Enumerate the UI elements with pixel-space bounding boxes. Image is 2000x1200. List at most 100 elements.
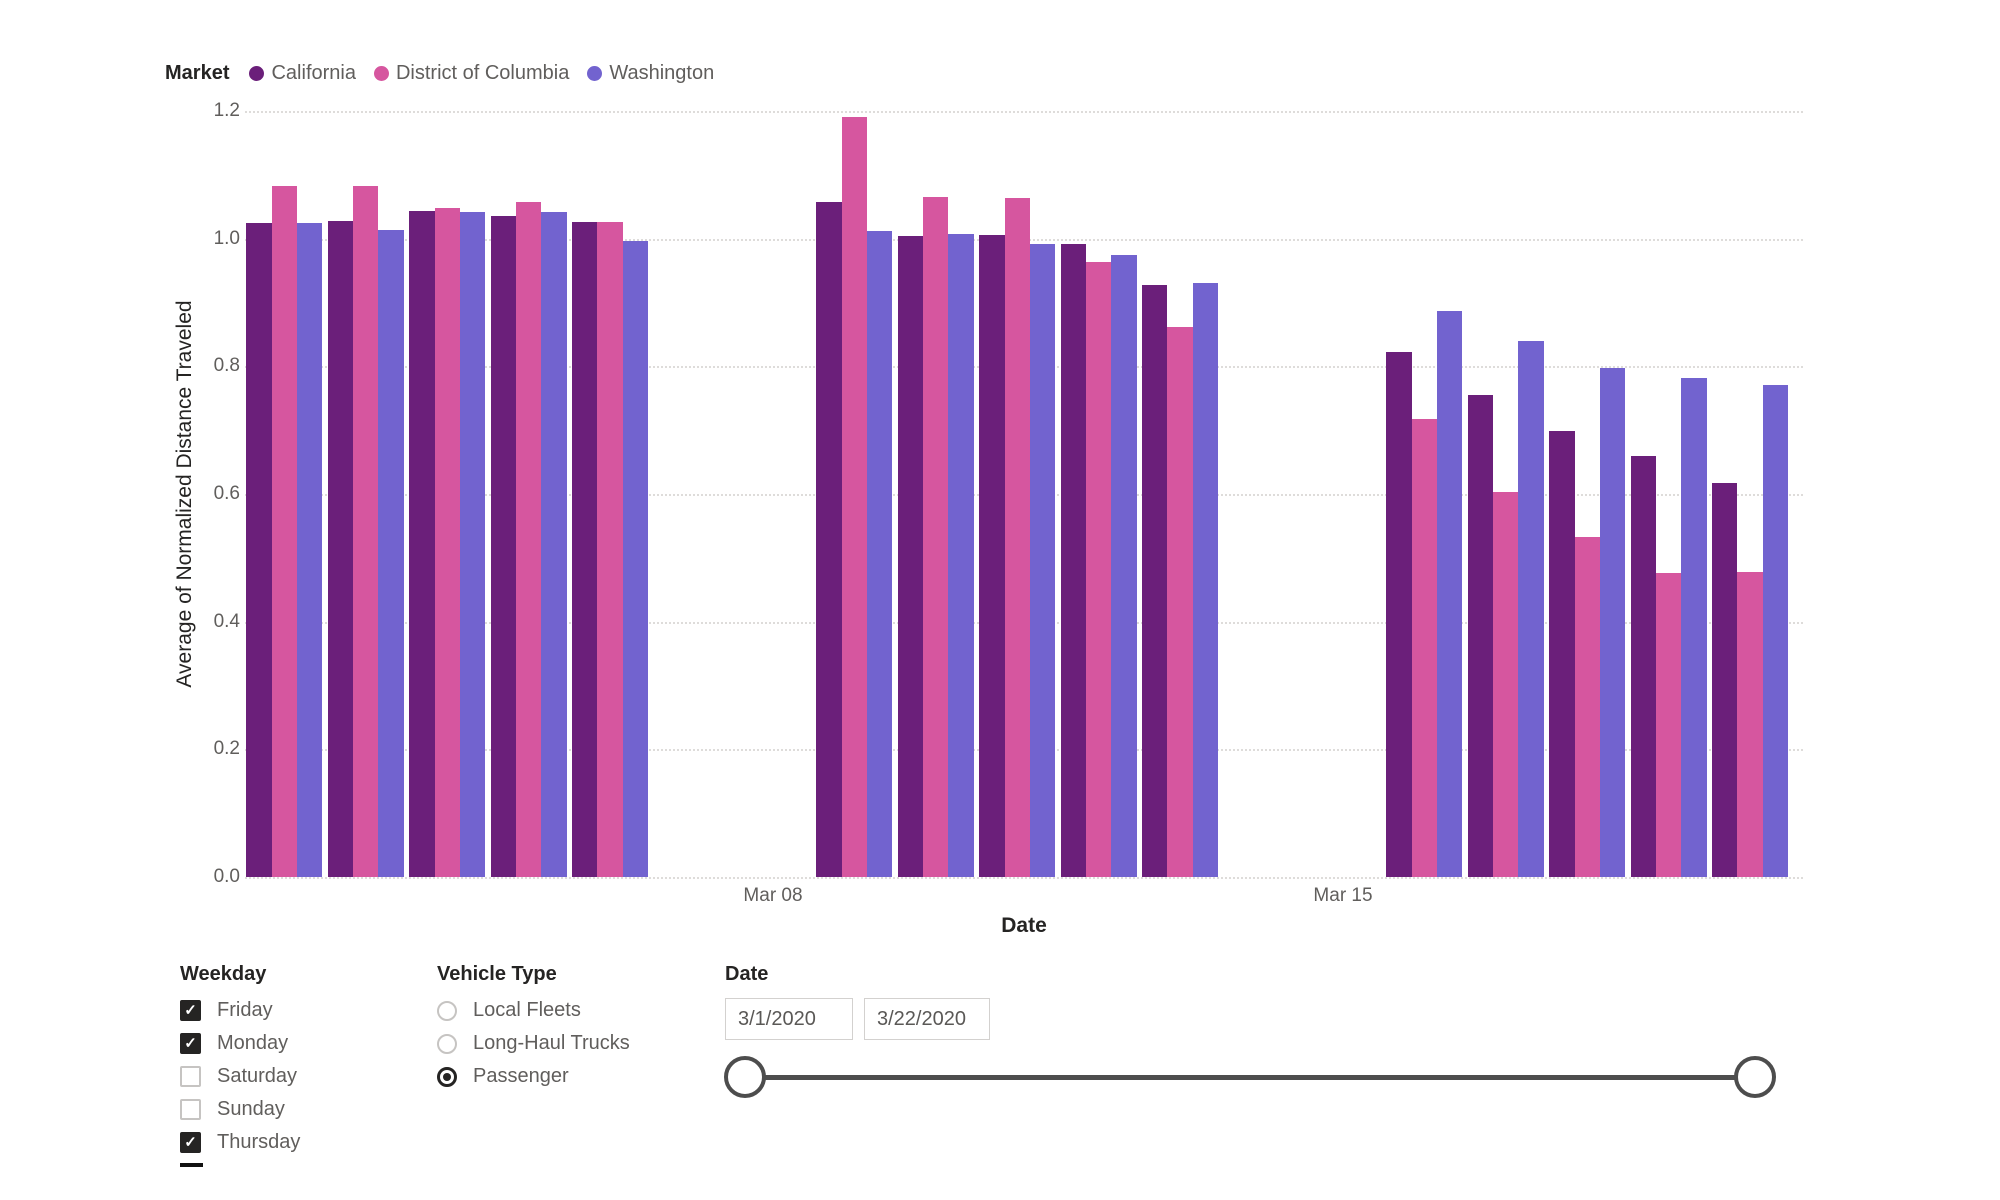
bar-washington-mar-16[interactable] xyxy=(1437,311,1463,877)
date-start-input[interactable] xyxy=(725,998,853,1040)
bar-california-mar-12[interactable] xyxy=(1060,243,1087,877)
weekday-option-thursday[interactable]: Thursday xyxy=(180,1126,300,1159)
gridline-y-0.0 xyxy=(245,877,1803,879)
weekday-option-friday[interactable]: Friday xyxy=(180,994,300,1027)
legend-item-california[interactable]: California xyxy=(249,61,356,85)
slider-handle-start[interactable] xyxy=(724,1056,766,1098)
vehicle-option-label: Passenger xyxy=(473,1065,569,1087)
checkbox-checked-icon[interactable] xyxy=(180,1132,201,1153)
y-tick-label: 1.2 xyxy=(213,100,240,122)
bar-district-of-columbia-mar-17[interactable] xyxy=(1493,492,1519,877)
chart-legend: Market California District of Columbia Was… xyxy=(165,56,714,90)
weekday-option-sunday[interactable]: Sunday xyxy=(180,1093,300,1126)
radio-unselected-icon[interactable] xyxy=(437,1000,457,1021)
vehicle-option-local-fleets[interactable]: Local Fleets xyxy=(437,994,630,1027)
bar-washington-mar-04[interactable] xyxy=(459,211,486,877)
bar-washington-mar-10[interactable] xyxy=(948,234,974,877)
bar-california-mar-06[interactable] xyxy=(572,222,598,877)
bar-district-of-columbia-mar-19[interactable] xyxy=(1656,573,1682,877)
legend-dot-icon xyxy=(587,65,603,81)
bar-district-of-columbia-mar-13[interactable] xyxy=(1167,327,1193,877)
vehicle-option-label: Long-Haul Trucks xyxy=(473,1032,630,1054)
bar-california-mar-05[interactable] xyxy=(490,215,516,877)
bar-district-of-columbia-mar-02[interactable] xyxy=(271,186,298,877)
gridline-y-1.2 xyxy=(245,111,1803,114)
weekday-list-overflow-indicator xyxy=(180,1163,203,1167)
bar-washington-mar-12[interactable] xyxy=(1111,254,1137,877)
slider-track[interactable] xyxy=(745,1075,1755,1080)
y-tick-label: 0.2 xyxy=(213,738,240,760)
checkbox-unchecked-icon[interactable] xyxy=(180,1099,201,1120)
bar-district-of-columbia-mar-10[interactable] xyxy=(923,196,949,877)
date-end-input[interactable] xyxy=(864,998,990,1040)
bar-california-mar-09[interactable] xyxy=(816,201,842,877)
bar-washington-mar-05[interactable] xyxy=(541,211,567,877)
bar-district-of-columbia-mar-12[interactable] xyxy=(1086,261,1112,877)
checkbox-unchecked-icon[interactable] xyxy=(180,1066,201,1087)
bar-california-mar-13[interactable] xyxy=(1142,284,1168,877)
bar-district-of-columbia-mar-09[interactable] xyxy=(841,117,868,877)
bar-district-of-columbia-mar-05[interactable] xyxy=(516,201,542,877)
bar-washington-mar-18[interactable] xyxy=(1599,367,1626,877)
bar-washington-mar-06[interactable] xyxy=(622,241,649,877)
vehicle-type-filter-title: Vehicle Type xyxy=(437,963,557,985)
y-tick-label: 0.0 xyxy=(213,866,240,887)
bar-washington-mar-20[interactable] xyxy=(1762,384,1789,877)
checkbox-checked-icon[interactable] xyxy=(180,1033,201,1054)
weekday-option-label: Saturday xyxy=(217,1065,298,1087)
bar-washington-mar-17[interactable] xyxy=(1518,341,1544,877)
bar-california-mar-02[interactable] xyxy=(246,223,272,877)
y-tick-label: 0.8 xyxy=(213,355,240,377)
vehicle-option-label: Local Fleets xyxy=(473,999,581,1021)
x-tick-label: Mar 15 xyxy=(1313,885,1373,906)
date-inputs xyxy=(725,998,1845,1040)
bar-washington-mar-11[interactable] xyxy=(1029,243,1056,877)
checkbox-checked-icon[interactable] xyxy=(180,1000,201,1021)
bar-district-of-columbia-mar-20[interactable] xyxy=(1737,571,1763,877)
legend-title: Market xyxy=(165,61,230,84)
x-tick-label: Mar 08 xyxy=(743,885,803,906)
bar-district-of-columbia-mar-03[interactable] xyxy=(353,186,379,877)
bar-district-of-columbia-mar-18[interactable] xyxy=(1574,537,1600,877)
weekday-option-saturday[interactable]: Saturday xyxy=(180,1060,300,1093)
vehicle-option-passenger[interactable]: Passenger xyxy=(437,1060,630,1093)
legend-item-label: District of Columbia xyxy=(395,61,570,84)
legend-item-district-of-columbia[interactable]: District of Columbia xyxy=(373,61,570,85)
legend-dot-icon xyxy=(249,65,265,81)
bar-district-of-columbia-mar-04[interactable] xyxy=(434,208,460,877)
bar-california-mar-16[interactable] xyxy=(1386,351,1412,877)
legend-items: California District of Columbia Washington xyxy=(249,62,714,85)
date-filter-title: Date xyxy=(725,963,769,985)
y-tick-label: 1.0 xyxy=(213,227,240,249)
legend-item-label: Washington xyxy=(609,61,715,84)
legend-dot-icon xyxy=(373,65,389,81)
bar-washington-mar-02[interactable] xyxy=(297,223,323,877)
bar-district-of-columbia-mar-11[interactable] xyxy=(1004,197,1030,877)
bar-california-mar-17[interactable] xyxy=(1467,395,1494,877)
legend-item-washington[interactable]: Washington xyxy=(587,62,714,85)
bar-district-of-columbia-mar-06[interactable] xyxy=(597,222,623,877)
bar-california-mar-18[interactable] xyxy=(1549,431,1575,877)
bar-washington-mar-03[interactable] xyxy=(378,229,404,877)
bar-district-of-columbia-mar-16[interactable] xyxy=(1411,418,1438,877)
bar-california-mar-11[interactable] xyxy=(979,234,1005,877)
bar-washington-mar-09[interactable] xyxy=(867,231,893,877)
bar-california-mar-04[interactable] xyxy=(409,210,435,877)
legend-item-label: California xyxy=(271,61,356,84)
bar-california-mar-20[interactable] xyxy=(1712,483,1738,877)
vehicle-type-filter: Vehicle Type Local Fleets Long-Haul Truck… xyxy=(437,960,630,1093)
bar-california-mar-03[interactable] xyxy=(327,220,354,877)
date-range-slider xyxy=(724,1055,1825,1099)
bar-washington-mar-13[interactable] xyxy=(1192,282,1219,877)
weekday-option-label: Thursday xyxy=(217,1131,301,1153)
weekday-option-monday[interactable]: Monday xyxy=(180,1027,300,1060)
y-tick-label: 0.4 xyxy=(213,610,240,632)
date-filter: Date xyxy=(724,960,1845,1098)
radio-unselected-icon[interactable] xyxy=(437,1033,457,1054)
radio-selected-icon[interactable] xyxy=(437,1066,457,1087)
vehicle-option-long-haul-trucks[interactable]: Long-Haul Trucks xyxy=(437,1027,630,1060)
slider-handle-end[interactable] xyxy=(1734,1056,1776,1098)
bar-california-mar-10[interactable] xyxy=(897,236,924,877)
bar-california-mar-19[interactable] xyxy=(1630,455,1657,877)
bar-washington-mar-19[interactable] xyxy=(1681,378,1707,877)
